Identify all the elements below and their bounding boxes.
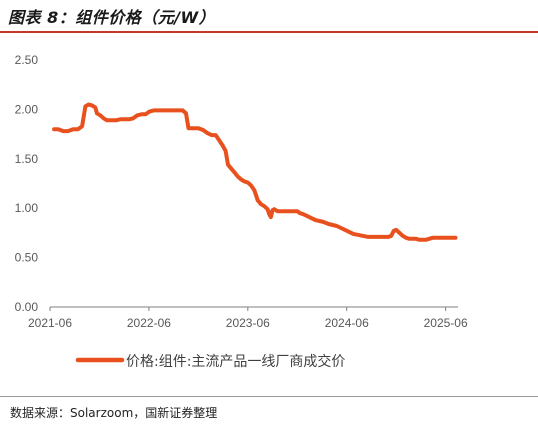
price-series-line xyxy=(52,102,458,242)
figure-title: 图表 8：组件价格（元/W） xyxy=(8,8,216,27)
x-tick-label: 2025-06 xyxy=(424,316,468,330)
x-tick-label: 2022-06 xyxy=(127,316,171,330)
y-tick-label: 1.00 xyxy=(15,201,39,215)
y-tick-label: 2.50 xyxy=(15,53,39,67)
x-tick-label: 2024-06 xyxy=(325,316,369,330)
y-tick-label: 1.50 xyxy=(15,152,39,166)
legend: 价格:组件:主流产品一线厂商成交价 xyxy=(75,353,345,370)
y-tick-label: 2.00 xyxy=(15,102,39,116)
y-axis-labels: 0.00 0.50 1.00 1.50 2.00 2.50 xyxy=(15,53,39,314)
legend-label: 价格:组件:主流产品一线厂商成交价 xyxy=(126,353,345,370)
x-tick-label: 2023-06 xyxy=(226,316,270,330)
x-axis-labels: 2021-06 2022-06 2023-06 2024-06 2025-06 xyxy=(28,316,468,330)
title-divider xyxy=(0,31,538,33)
x-tick-label: 2021-06 xyxy=(28,316,72,330)
source-divider xyxy=(0,396,538,397)
line-chart: 0.000.501.001.502.002.50 2021-06 2022-06 2… xyxy=(15,53,468,370)
source-note: 数据来源：Solarzoom，国新证券整理 xyxy=(10,406,218,420)
y-tick-label: 0.50 xyxy=(15,251,39,265)
x-axis-ticks xyxy=(49,307,447,311)
y-tick-label: 0.00 xyxy=(15,300,39,314)
